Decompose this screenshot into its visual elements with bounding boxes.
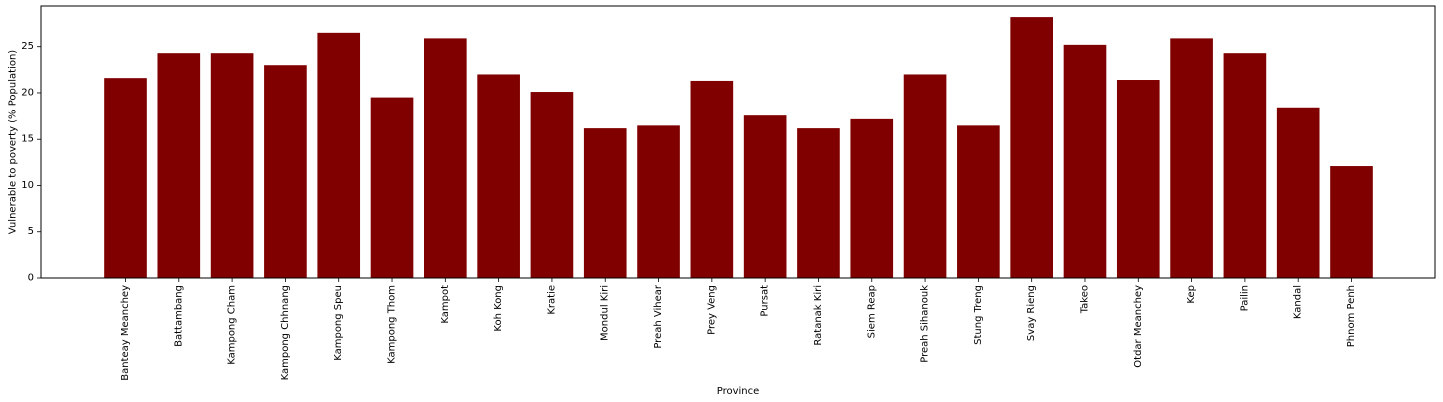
bar — [690, 80, 734, 278]
plot-frame — [40, 5, 1436, 279]
bar — [104, 78, 147, 278]
bar — [157, 53, 201, 279]
bar — [477, 74, 520, 279]
bar — [1223, 53, 1267, 279]
x-tick-label: Kandal — [1293, 285, 1304, 319]
bar — [1276, 107, 1320, 279]
x-tick-label: Preah Vihear — [653, 284, 664, 349]
bar — [1170, 38, 1213, 278]
x-tick-label: Pailin — [1239, 285, 1250, 311]
bar — [797, 128, 840, 278]
y-tick-label: 0 — [28, 273, 34, 284]
bar — [1063, 44, 1107, 278]
x-tick-label: Kampong Cham — [227, 285, 238, 365]
bar — [957, 125, 1000, 278]
y-tick-label: 10 — [21, 180, 34, 191]
bar — [1116, 80, 1160, 278]
x-tick-label: Kampong Speu — [333, 285, 344, 361]
bar — [637, 125, 680, 278]
x-tick-label: Stung Treng — [973, 285, 984, 345]
x-tick-label: Preah Sihanouk — [920, 285, 931, 363]
bar — [743, 115, 787, 278]
x-tick-label: Mondul Kiri — [600, 285, 611, 341]
bar — [583, 128, 627, 278]
bar — [370, 97, 414, 278]
bar — [1330, 166, 1373, 278]
x-tick-label: Takeo — [1079, 285, 1090, 314]
bar — [1010, 17, 1053, 278]
bar — [850, 118, 894, 279]
y-ticks-group: 0 5 10 15 20 25 — [21, 41, 41, 284]
x-tick-label: Kep — [1186, 285, 1197, 304]
x-tick-label: Koh Kong — [493, 285, 504, 332]
y-tick-label: 25 — [21, 41, 34, 52]
x-tick-label: Ratanak Kiri — [813, 285, 824, 346]
x-axis-title: Province — [717, 386, 760, 397]
bar — [210, 53, 254, 279]
x-tick-label: Kampot — [440, 285, 451, 324]
y-axis-title: Vulnerable to poverty (% Population) — [8, 50, 19, 234]
x-tick-label: Kratie — [546, 285, 557, 315]
bar — [317, 32, 361, 278]
x-tick-label: Kampong Thom — [387, 285, 398, 364]
bar — [264, 65, 307, 279]
y-tick-label: 5 — [28, 226, 34, 237]
y-tick-label: 15 — [21, 134, 34, 145]
x-tick-label: Prey Veng — [706, 285, 717, 335]
bars-group — [104, 17, 1373, 279]
bar — [903, 74, 947, 279]
y-tick-label: 20 — [21, 87, 34, 98]
x-tick-label: Siem Reap — [866, 285, 877, 338]
x-tick-label: Pursat — [760, 285, 771, 317]
x-ticks-group: Banteay Meanchey Battambang Kampong Cham Ka… — [120, 278, 1357, 381]
x-tick-label: Phnom Penh — [1346, 285, 1357, 347]
bar — [530, 92, 574, 278]
x-tick-label: Battambang — [173, 285, 184, 347]
x-tick-label: Banteay Meanchey — [120, 285, 131, 381]
x-tick-label: Kampong Chhnang — [280, 285, 291, 380]
x-tick-label: Otdar Meanchey — [1133, 285, 1144, 368]
x-tick-label: Svay Rieng — [1026, 285, 1037, 341]
bar — [424, 38, 467, 278]
